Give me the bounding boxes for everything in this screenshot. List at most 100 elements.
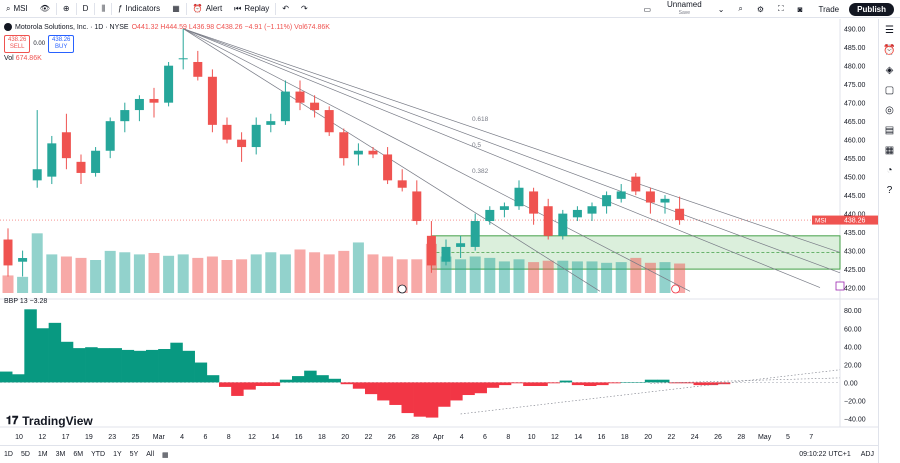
redo-button[interactable]: ↷ bbox=[295, 0, 314, 18]
range-5d[interactable]: 5D bbox=[20, 451, 30, 458]
buy-label: BUY bbox=[55, 44, 68, 50]
adj-toggle[interactable]: ADJ bbox=[860, 451, 874, 458]
replay-button[interactable]: ⏮ Replay bbox=[228, 0, 275, 18]
spread-value: 0.00 bbox=[33, 41, 46, 47]
fullscreen-icon[interactable]: ⛶ bbox=[778, 4, 784, 13]
price-axis-label: 450.00 bbox=[844, 175, 866, 182]
price-axis-label: 460.00 bbox=[844, 138, 866, 145]
chart-area[interactable]: 490.00 485.00 480.00 475.00 470.00 465.00 460.… bbox=[0, 19, 878, 445]
bbp-bar bbox=[608, 382, 621, 384]
symbol-title[interactable]: Motorola Solutions, Inc. · 1D · NYSE bbox=[15, 23, 129, 31]
range-all[interactable]: All bbox=[146, 451, 155, 458]
bbp-axis-label: −40.00 bbox=[844, 416, 866, 423]
chart-type-button[interactable]: ⫼ bbox=[95, 0, 111, 18]
candle-body bbox=[280, 91, 290, 122]
range-1m[interactable]: 1M bbox=[37, 451, 48, 458]
help-icon[interactable]: ? bbox=[886, 184, 893, 196]
buy-price: 438.26 bbox=[52, 37, 71, 43]
volume-bar bbox=[148, 252, 160, 293]
time-axis-label: 6 bbox=[203, 434, 207, 441]
time-axis-label: May bbox=[758, 434, 772, 441]
date-range-icon[interactable]: ▦ bbox=[162, 451, 169, 459]
bbp-bar bbox=[571, 382, 585, 386]
bbp-label[interactable]: BBP 13 bbox=[4, 298, 28, 305]
volume-bar bbox=[250, 254, 262, 293]
chevron-down-icon[interactable]: ⌄ bbox=[717, 4, 725, 14]
watchlist-icon[interactable]: ☰ bbox=[885, 24, 894, 36]
time-axis-label: 16 bbox=[598, 434, 606, 441]
candle-body bbox=[645, 191, 655, 203]
candle-body bbox=[441, 246, 451, 262]
candle-body bbox=[105, 121, 115, 151]
templates-button[interactable]: ▦ bbox=[166, 0, 186, 18]
bbp-bar bbox=[596, 382, 609, 386]
indicators-button[interactable]: ƒ Indicators bbox=[112, 0, 166, 18]
publish-button[interactable]: Publish bbox=[849, 2, 894, 16]
bbp-bar bbox=[60, 341, 74, 383]
volume-bar bbox=[440, 256, 452, 293]
search-icon: ⌕ bbox=[6, 3, 11, 13]
top-toolbar-right: ▭ Unnamed Save ⌄ ⌕ ⚙ ⛶ ◙ Trade Publish bbox=[637, 0, 900, 18]
volume-bar bbox=[323, 254, 335, 293]
calendar-icon[interactable]: ▦ bbox=[884, 144, 895, 156]
range-6m[interactable]: 6M bbox=[73, 451, 84, 458]
clock-time[interactable]: 09:10:22 UTC+1 bbox=[799, 451, 851, 458]
alarm-icon[interactable]: ⏰ bbox=[883, 44, 896, 56]
volume-bar bbox=[586, 261, 598, 293]
candle-body bbox=[266, 121, 276, 125]
candle-body bbox=[397, 180, 407, 188]
time-axis-label: 20 bbox=[644, 434, 652, 441]
redo-icon: ↷ bbox=[300, 4, 308, 13]
price-axis-label: 470.00 bbox=[844, 101, 866, 108]
ideas-icon[interactable]: ◎ bbox=[885, 104, 894, 116]
divider bbox=[75, 2, 77, 15]
candle-body bbox=[558, 213, 568, 236]
gear-icon[interactable]: ⚙ bbox=[756, 4, 765, 14]
alert-button[interactable]: ⏰ Alert bbox=[187, 0, 228, 18]
volume-bar bbox=[615, 262, 627, 293]
volume-value: 674.86K bbox=[15, 55, 42, 62]
bbp-bar bbox=[681, 382, 694, 384]
divider bbox=[94, 2, 96, 15]
quick-search-icon[interactable]: ⌕ bbox=[738, 4, 743, 13]
time-axis-label: 23 bbox=[108, 434, 116, 441]
chat-icon[interactable]: ▢ bbox=[884, 84, 895, 96]
tradingview-logo[interactable]: 𝟏𝟕 TradingView bbox=[6, 414, 93, 428]
compare-button[interactable]: ⊕ bbox=[57, 0, 76, 18]
buy-button[interactable]: 438.26 BUY bbox=[48, 35, 75, 53]
dividend-marker-icon bbox=[397, 284, 407, 294]
camera-icon[interactable]: ◙ bbox=[797, 4, 803, 14]
trade-button[interactable]: Trade bbox=[818, 4, 840, 14]
layout-name-button[interactable]: Unnamed Save bbox=[659, 1, 710, 17]
layers-icon[interactable]: ◈ bbox=[885, 64, 894, 76]
bbp-bar bbox=[389, 382, 402, 405]
bbp-bar bbox=[340, 382, 354, 385]
candle-body bbox=[91, 150, 101, 173]
bbp-bar bbox=[133, 350, 147, 383]
range-3m[interactable]: 3M bbox=[55, 451, 66, 458]
chart-canvas[interactable]: 490.00485.00480.00475.00470.00465.00460.… bbox=[0, 19, 878, 445]
range-ytd[interactable]: YTD bbox=[91, 451, 106, 458]
range-5y[interactable]: 5Y bbox=[129, 451, 139, 458]
interval-button[interactable]: D bbox=[82, 4, 89, 13]
candle-body bbox=[339, 132, 349, 159]
bbp-bar bbox=[267, 382, 281, 387]
candle-body bbox=[383, 154, 393, 181]
range-1d[interactable]: 1D bbox=[4, 451, 13, 458]
time-axis-label: 12 bbox=[38, 434, 46, 441]
candle-body bbox=[222, 124, 232, 140]
eye-icon[interactable]: 👁 bbox=[39, 4, 50, 13]
news-icon[interactable]: ▤ bbox=[884, 124, 895, 136]
grid-icon: ▦ bbox=[172, 4, 180, 13]
notifications-icon[interactable]: ◔ bbox=[886, 164, 893, 176]
bbp-bar bbox=[425, 382, 439, 418]
symbol-search[interactable]: ⌕ MSI bbox=[0, 0, 34, 18]
sell-button[interactable]: 438.26 SELL bbox=[4, 35, 31, 53]
volume-bar bbox=[498, 261, 510, 293]
range-1y[interactable]: 1Y bbox=[113, 451, 122, 458]
bbp-bar bbox=[279, 379, 293, 383]
layout-icon[interactable]: ▭ bbox=[643, 4, 651, 14]
price-axis-label: 480.00 bbox=[844, 64, 866, 71]
undo-button[interactable]: ↶ bbox=[276, 0, 295, 18]
bbp-bar bbox=[12, 374, 25, 383]
